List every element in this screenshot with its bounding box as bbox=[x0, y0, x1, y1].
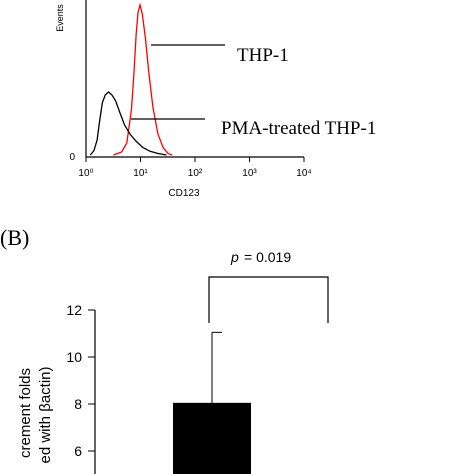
histogram-x-tick-label: 10⁴ bbox=[296, 168, 311, 179]
bar-y-tick-label: 8 bbox=[74, 396, 82, 412]
significance-p-value: = 0.019 bbox=[244, 249, 291, 265]
bar-y-tick-label: 12 bbox=[66, 302, 82, 318]
significance-p-label: p bbox=[230, 249, 239, 265]
histogram-series-thp1 bbox=[113, 2, 173, 156]
histogram-x-tick-label: 10³ bbox=[242, 168, 257, 179]
histogram-y-tick-label-0: 0 bbox=[69, 152, 75, 163]
significance-bracket bbox=[208, 276, 329, 323]
bar-y-tick-labels: 6 8 10 12 bbox=[66, 302, 82, 459]
histogram-series-pma-treated bbox=[89, 91, 167, 156]
histogram-x-tick-label: 10⁰ bbox=[78, 168, 93, 179]
bar-y-ticks bbox=[88, 309, 95, 452]
bar-value bbox=[173, 402, 251, 474]
histogram-x-tick-label: 10² bbox=[188, 168, 203, 179]
bar-y-tick-label: 10 bbox=[66, 349, 82, 365]
bar-panel: (B) p = 0.019 6 8 10 12 crement folds ed wi… bbox=[0, 225, 329, 474]
annotation-pma-treated: PMA-treated THP-1 bbox=[221, 118, 376, 139]
histogram-x-tick-labels: 10⁰ 10¹ 10² 10³ 10⁴ bbox=[78, 168, 311, 179]
annotation-thp1: THP-1 bbox=[237, 45, 289, 66]
histogram-panel: 10⁰ 10¹ 10² 10³ 10⁴ 0 Events CD123 THP-1 PMA… bbox=[55, 0, 376, 199]
bar-y-tick-label: 6 bbox=[74, 443, 82, 459]
histogram-x-tick-label: 10¹ bbox=[133, 168, 148, 179]
histogram-y-axis-label: Events bbox=[55, 4, 65, 32]
panel-label-b: (B) bbox=[0, 225, 29, 250]
histogram-x-ticks bbox=[85, 157, 305, 162]
bar-y-axis-label-line2: ed with βactin) bbox=[37, 366, 54, 463]
histogram-x-axis-label: CD123 bbox=[168, 188, 200, 199]
bar-y-axis-label-line1: crement folds bbox=[17, 368, 34, 458]
